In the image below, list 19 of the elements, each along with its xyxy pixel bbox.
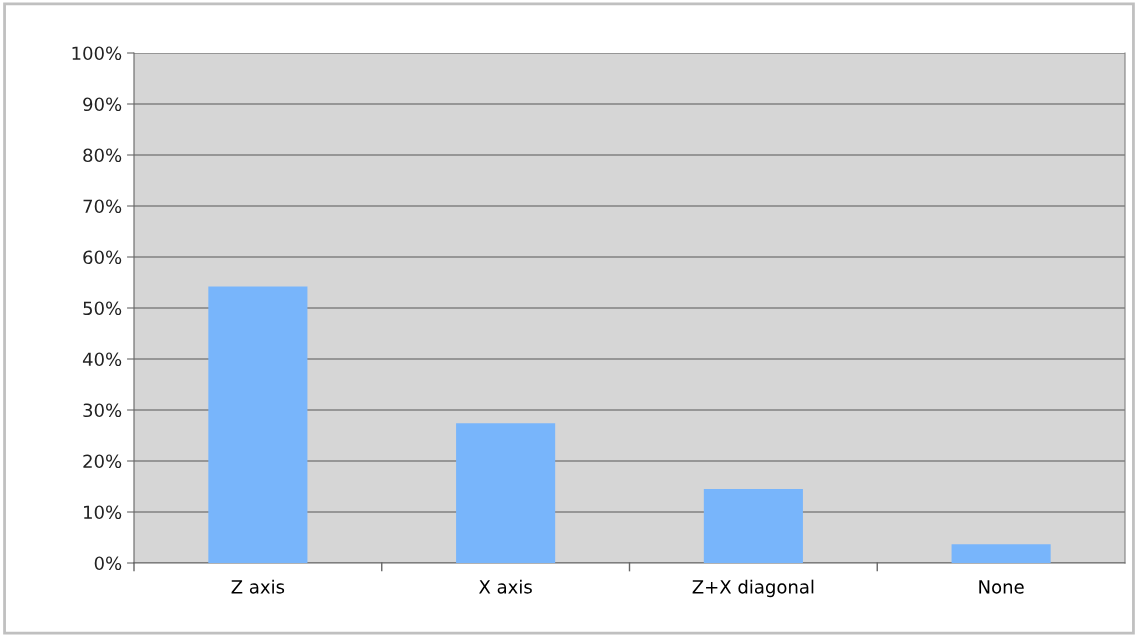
y-tick-label: 40% [82, 352, 122, 367]
x-tick-label: None [979, 580, 1024, 594]
y-tick-label: 70% [83, 199, 122, 214]
y-tick-label: 80% [83, 148, 122, 163]
y-tick-label: 100% [72, 46, 122, 61]
y-tick-label: 30% [83, 403, 122, 418]
x-tick-label: Z axis [231, 579, 285, 594]
bar [951, 544, 1051, 563]
y-tick-label: 0% [94, 556, 122, 571]
bar [703, 489, 803, 563]
y-tick-label: 10% [84, 505, 122, 520]
y-tick-label: 90% [83, 97, 122, 112]
x-tick-label: Z+X diagonal [692, 579, 814, 598]
bar [456, 423, 556, 563]
y-tick-label: 60% [83, 250, 122, 265]
y-tick-label: 50% [83, 301, 122, 316]
x-tick-label: X axis [479, 579, 532, 594]
y-tick-label: 20% [83, 454, 122, 469]
bar [208, 286, 308, 563]
